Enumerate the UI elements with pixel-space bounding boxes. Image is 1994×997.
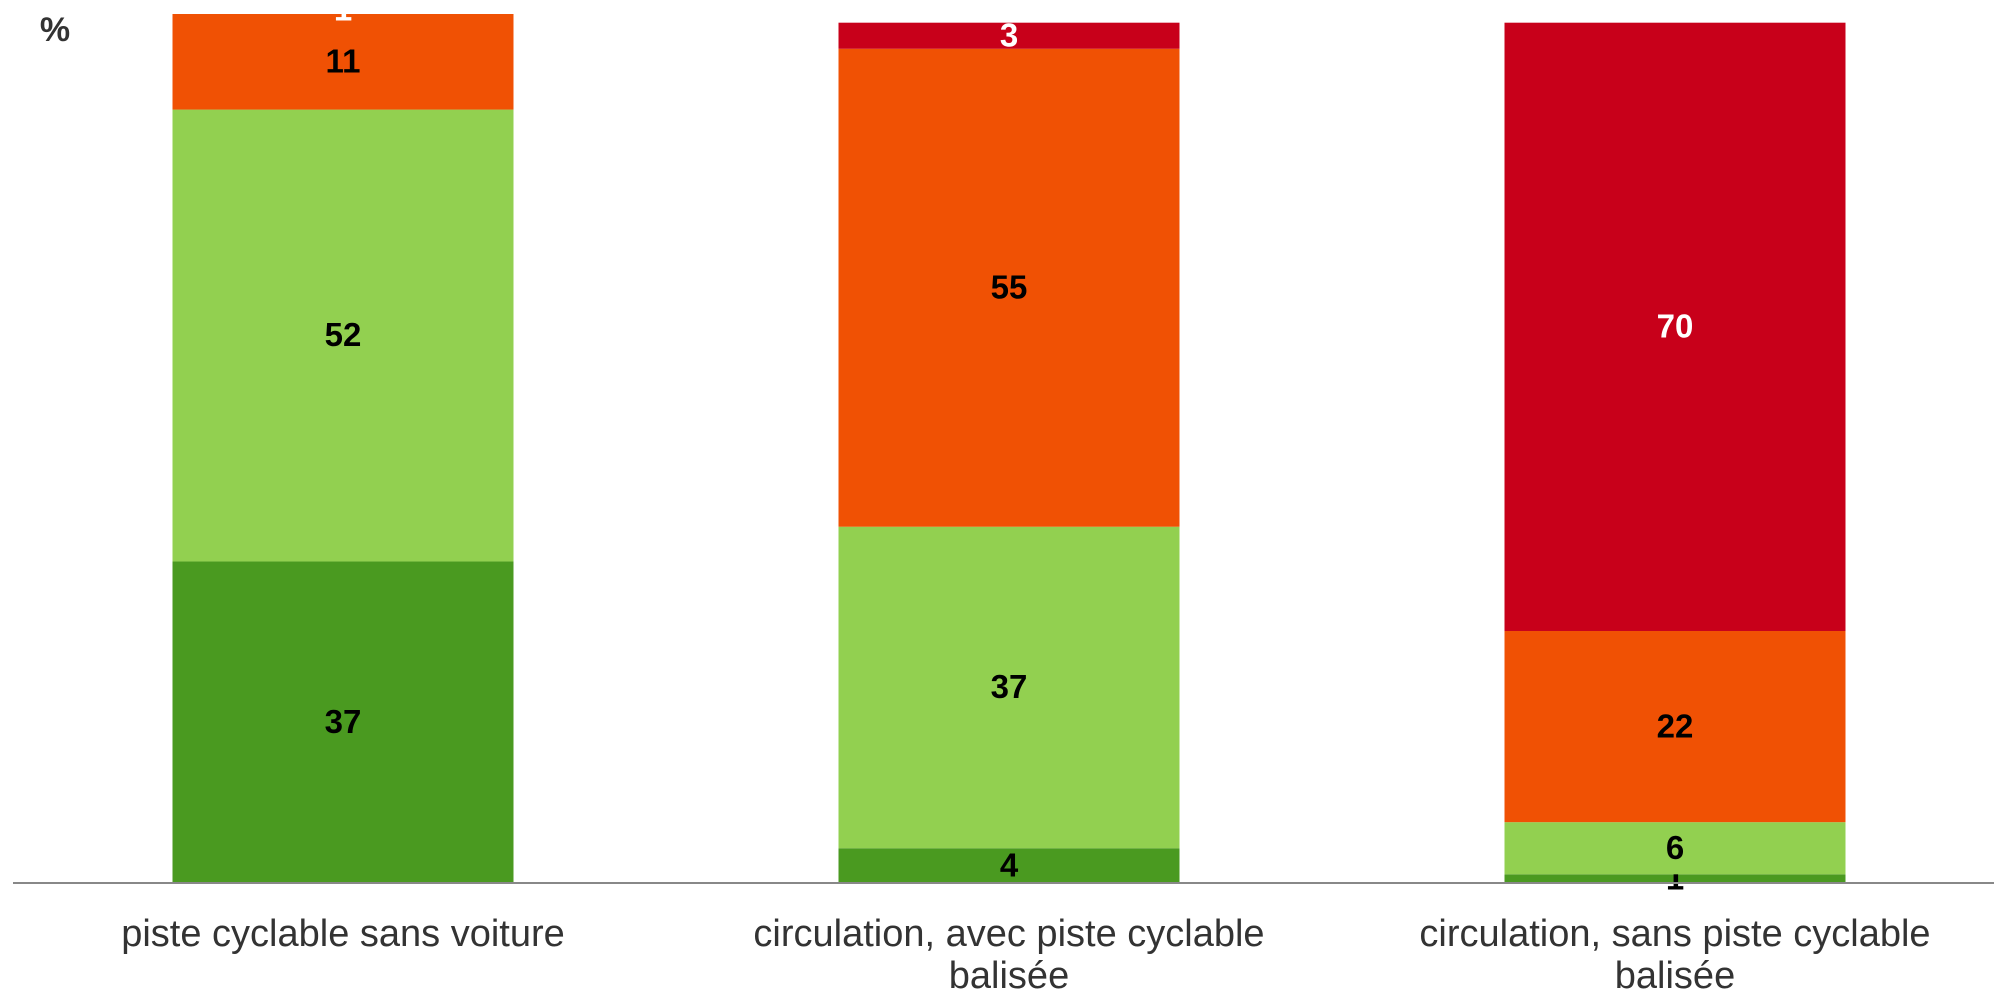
bar-segment: [172, 14, 514, 15]
bar-segment: [1504, 630, 1846, 823]
data-label: 6: [1666, 829, 1684, 866]
data-label: 70: [1657, 308, 1694, 345]
data-label: 52: [325, 316, 362, 353]
bar-segment: [1504, 822, 1846, 875]
data-label: 3: [1000, 16, 1018, 53]
bar-segment: [1504, 22, 1846, 631]
data-label: 37: [325, 703, 362, 740]
bar-segment: [1504, 874, 1846, 883]
bar-segment: [838, 48, 1180, 527]
data-label: 11: [326, 43, 361, 80]
x-tick-label: circulation, sans piste cyclable balisée: [1419, 913, 1931, 997]
data-label: 4: [1000, 846, 1019, 883]
bar-segment: [172, 14, 514, 110]
data-label: 22: [1657, 707, 1694, 744]
data-label: 55: [991, 268, 1028, 305]
bar-segment: [838, 22, 1180, 49]
data-label: 37: [991, 668, 1028, 705]
x-tick-label: circulation, avec piste cyclable balisée: [753, 913, 1265, 997]
data-label: 1: [334, 0, 352, 27]
y-axis-label: %: [40, 11, 70, 49]
bar-segment: [172, 109, 514, 562]
bar-segment: [838, 848, 1180, 883]
x-tick-label: piste cyclable sans voiture: [121, 913, 565, 955]
bar-segment: [838, 526, 1180, 849]
bar-segment: [172, 561, 514, 883]
